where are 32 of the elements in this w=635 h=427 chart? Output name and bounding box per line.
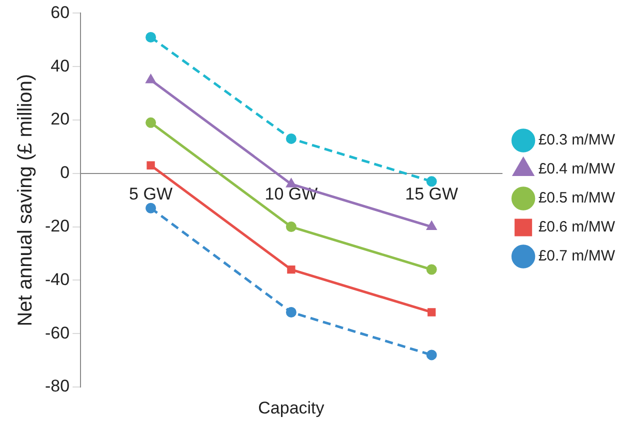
- legend-label: £0.4 m/MW: [538, 160, 616, 178]
- y-tick-label: -40: [44, 270, 70, 289]
- x-tick-label: 15 GW: [405, 184, 458, 204]
- point: [286, 178, 296, 188]
- point: [287, 265, 296, 274]
- point: [426, 264, 437, 275]
- x-tick-label: 5 GW: [129, 184, 173, 204]
- legend-label: £0.3 m/MW: [538, 132, 616, 149]
- y-tick-label: 40: [50, 56, 70, 76]
- point: [146, 74, 156, 84]
- y-tick-label: 60: [50, 2, 70, 22]
- legend-label: £0.6 m/MW: [538, 218, 616, 236]
- y-tick-label: 0: [60, 163, 70, 182]
- point: [286, 222, 296, 232]
- x-axis-title: Capacity: [258, 398, 325, 418]
- point: [286, 133, 296, 144]
- y-tick-label: 20: [50, 110, 70, 129]
- point: [426, 176, 437, 187]
- point: [426, 222, 436, 230]
- point: [146, 32, 156, 42]
- point: [286, 306, 296, 318]
- point: [146, 117, 156, 128]
- legend-label: £0.5 m/MW: [538, 190, 616, 207]
- y-tick-label: -80: [44, 376, 70, 396]
- point: [428, 308, 436, 316]
- point: [146, 161, 155, 170]
- legend-label: £0.7 m/MW: [538, 248, 616, 265]
- point: [426, 350, 437, 360]
- y-tick-label: -20: [44, 216, 70, 236]
- y-tick-label: -60: [44, 323, 70, 342]
- point: [146, 202, 156, 214]
- y-axis-title: Net annual saving (£ million): [14, 74, 37, 326]
